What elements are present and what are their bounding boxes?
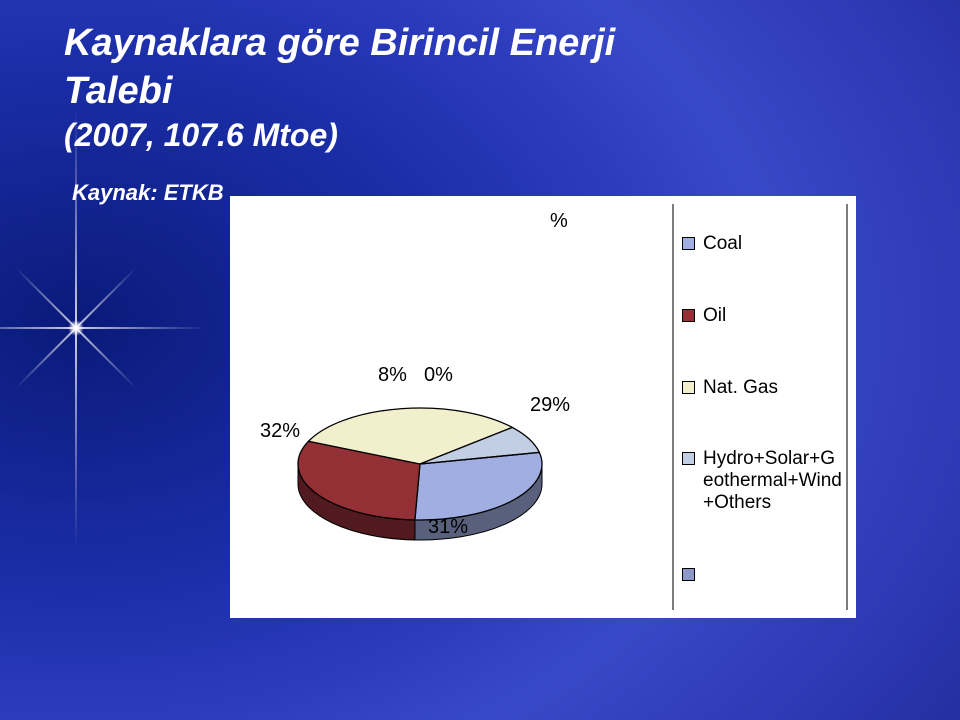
source-label: Kaynak: ETKB [72, 180, 224, 206]
legend-label-coal: Coal [703, 233, 742, 255]
slide-title: Kaynaklara göre Birincil Enerji Talebi (… [64, 20, 615, 155]
legend-item-blank [674, 564, 846, 581]
pie-chart [230, 196, 670, 616]
label-coal: 29% [530, 394, 570, 417]
legend-item-coal: Coal [674, 233, 846, 255]
title-line-1: Kaynaklara göre Birincil Enerji [64, 20, 615, 68]
chart-card: % 29% 31% 32% 8% 0% Coal Oil Nat. Gas [230, 196, 856, 618]
title-line-3: (2007, 107.6 Mtoe) [64, 115, 615, 155]
swatch-hydro [682, 452, 695, 465]
label-blank: 0% [424, 364, 453, 387]
legend-item-natgas: Nat. Gas [674, 377, 846, 399]
swatch-coal [682, 237, 695, 250]
title-line-2: Talebi [64, 68, 615, 116]
label-hydro: 8% [378, 364, 407, 387]
legend-label-hydro: Hydro+Solar+Geothermal+Wind+Others [703, 448, 842, 514]
legend-item-hydro: Hydro+Solar+Geothermal+Wind+Others [674, 448, 846, 514]
legend: Coal Oil Nat. Gas Hydro+Solar+Geothermal… [672, 204, 848, 610]
legend-label-oil: Oil [703, 305, 726, 327]
label-oil: 31% [428, 516, 468, 539]
legend-item-oil: Oil [674, 305, 846, 327]
legend-label-natgas: Nat. Gas [703, 377, 778, 399]
swatch-oil [682, 309, 695, 322]
slide-background: Kaynaklara göre Birincil Enerji Talebi (… [0, 0, 960, 720]
swatch-natgas [682, 381, 695, 394]
swatch-blank [682, 568, 695, 581]
label-natgas: 32% [260, 420, 300, 443]
